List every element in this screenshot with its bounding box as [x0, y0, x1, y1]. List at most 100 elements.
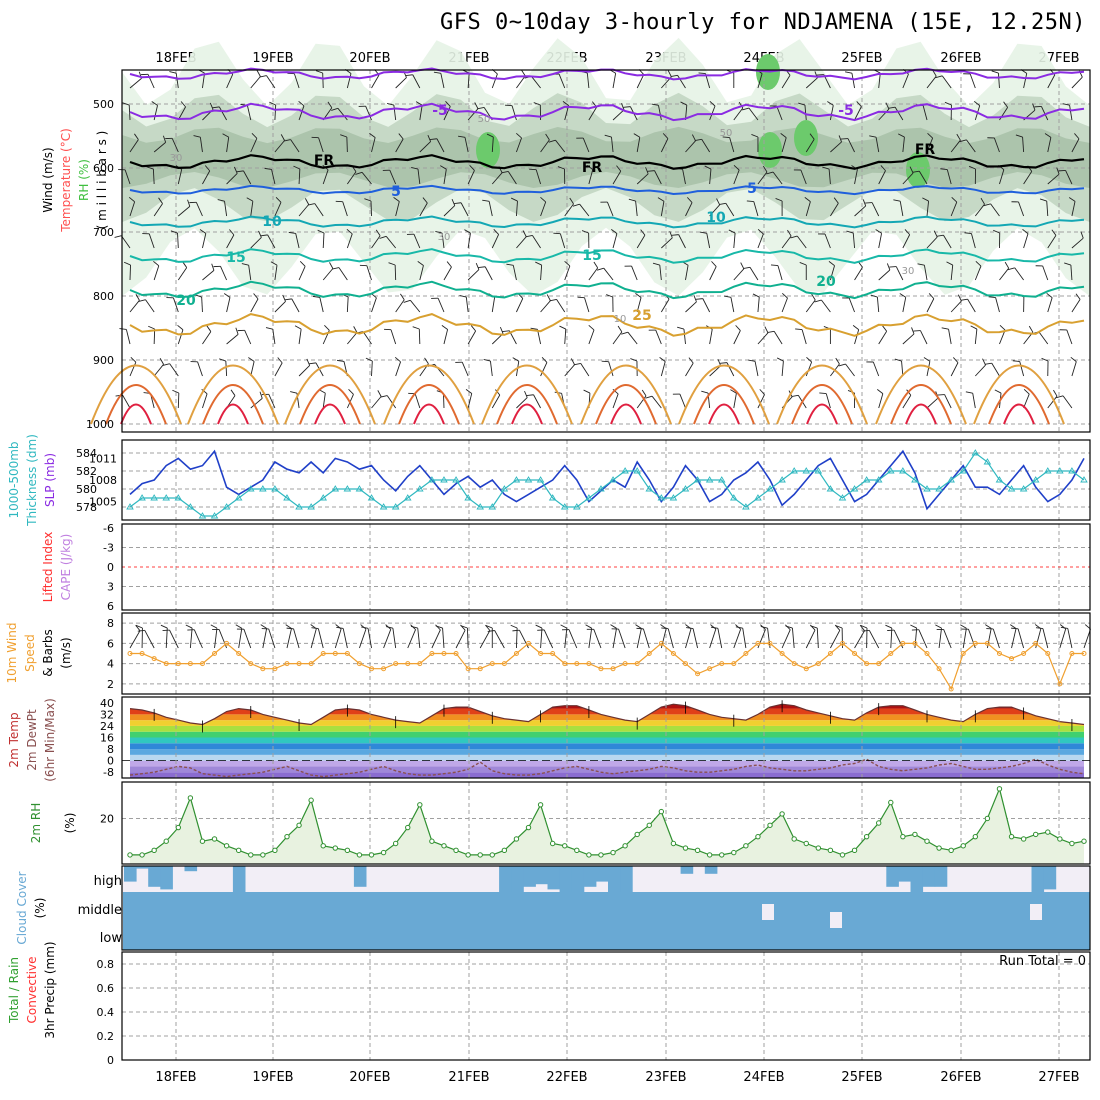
wind-barb: [601, 360, 614, 377]
cloud-gap: [1030, 904, 1042, 920]
wind-barb: [250, 293, 259, 313]
wind10-tick: 2: [107, 678, 114, 691]
thickness-point: [911, 476, 919, 483]
thickness-point: [500, 485, 509, 492]
wind-barb: [799, 262, 807, 280]
thickness-point: [512, 476, 521, 483]
boundary-layer-contour: [708, 403, 740, 425]
isotherm-label: -5: [838, 103, 854, 119]
precip-tick: 0.2: [97, 1030, 115, 1043]
thickness-point: [573, 503, 581, 510]
wind-barb: [743, 266, 759, 281]
wind-barb: [999, 261, 1010, 281]
wind-barb: [122, 102, 131, 121]
wind-barb: [1059, 329, 1073, 345]
wind10-barb: [561, 629, 578, 649]
rh2m-point: [332, 845, 338, 851]
wind10-barb: [935, 624, 942, 649]
cape-panel: [122, 524, 1090, 610]
slp-ylabel: Thickness (dm): [25, 434, 39, 527]
wind-barb: [827, 101, 834, 121]
wind-barb: [312, 295, 324, 313]
pressure-tick: 500: [93, 98, 114, 111]
wind10-point: [1009, 656, 1015, 662]
wind-barb: [459, 294, 469, 313]
wind10-point: [610, 666, 616, 672]
wind10-point: [634, 661, 640, 667]
wind-barb: [236, 170, 252, 185]
wind10-barb: [285, 624, 292, 649]
wind-barb: [516, 132, 522, 153]
rh2m-point: [1069, 840, 1075, 847]
wind10-point: [163, 661, 169, 667]
wind-barb: [974, 358, 986, 377]
wind10-point: [344, 651, 350, 656]
temp-band: [130, 760, 1084, 767]
rh2m-point: [767, 822, 773, 828]
wind-barb: [790, 235, 807, 249]
wind-barb: [201, 388, 208, 409]
wind-barb: [260, 234, 276, 249]
wind-barb: [190, 361, 203, 377]
wind10-barb: [407, 624, 416, 649]
wind-barb: [151, 101, 158, 121]
wind-barb: [671, 234, 686, 249]
wind-barb: [346, 228, 353, 249]
wind10-point: [622, 661, 628, 667]
wind-barb: [419, 134, 432, 153]
wind-barb: [893, 199, 904, 217]
wind10-point: [175, 661, 181, 667]
rh2m-point: [670, 840, 677, 847]
wind10-barb: [510, 624, 518, 649]
wind-barb: [529, 168, 542, 185]
wind-barb: [318, 389, 326, 409]
rh2m-point: [477, 852, 483, 858]
wind10-barb: [854, 624, 865, 649]
wind-barb: [365, 357, 373, 377]
wind10-point: [948, 686, 954, 692]
isotherm-label: 15: [582, 248, 601, 264]
wind-barb: [659, 357, 666, 377]
wind-barb: [733, 164, 740, 185]
boundary-layer-contour: [120, 403, 152, 425]
wind-barb: [486, 133, 494, 153]
cloud-high-bar: [353, 866, 367, 887]
wind-barb: [433, 71, 445, 89]
wind-barb: [454, 202, 469, 217]
slp-ylabel: 1000-500mb: [7, 441, 21, 518]
wind-barb: [685, 134, 696, 153]
wind-barb: [177, 261, 188, 281]
wind-barb: [828, 260, 835, 281]
boundary-layer-contour: [314, 403, 346, 425]
upper-panel-frame: [121, 69, 1091, 433]
wind-barb: [1056, 395, 1073, 409]
wind-barb: [129, 356, 137, 377]
upper-ylabel: ( m i l l i b a r s ): [95, 131, 109, 230]
wind-barb: [467, 262, 480, 281]
pressure-tick: 1000: [86, 418, 114, 431]
precip-tick: 0.6: [97, 982, 115, 995]
cloud-high-bar: [124, 866, 137, 882]
thickness-tick: 580: [76, 483, 97, 496]
wind-barb: [535, 261, 543, 281]
wind-barb: [384, 328, 397, 345]
wind-barb: [878, 263, 891, 281]
rh2m-point: [187, 795, 194, 801]
wind-barb: [672, 393, 686, 409]
wind-barb: [202, 165, 211, 185]
pressure-tick: 800: [93, 290, 114, 303]
wind10-point: [996, 651, 1002, 656]
wind-barb: [633, 133, 641, 153]
wind-barb: [274, 134, 285, 153]
wind10-point: [562, 661, 568, 667]
wind10-barb: [733, 624, 742, 649]
wind-barb: [652, 262, 662, 281]
precip-ylabel: 3hr Precip (mm): [43, 941, 57, 1038]
wind-barb: [153, 260, 160, 281]
wind10-barb: [129, 624, 141, 649]
wind-barb: [838, 363, 855, 377]
wind-barb: [501, 170, 517, 185]
wind-barb: [822, 166, 831, 185]
thickness-point: [162, 494, 171, 501]
wind-barb: [411, 166, 421, 185]
